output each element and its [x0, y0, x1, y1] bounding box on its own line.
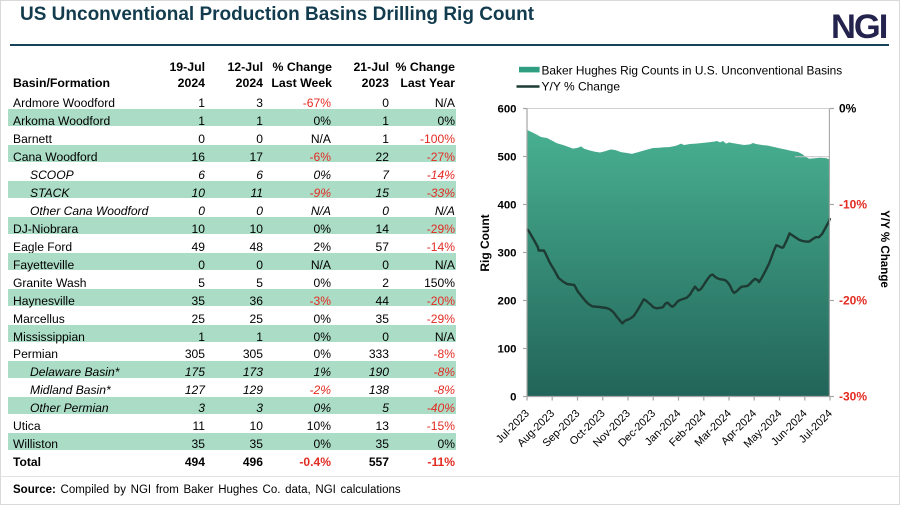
svg-text:0: 0	[510, 392, 516, 404]
svg-text:500: 500	[497, 152, 516, 164]
svg-text:400: 400	[497, 200, 516, 212]
svg-text:-10%: -10%	[839, 198, 867, 212]
svg-text:-20%: -20%	[839, 294, 867, 308]
svg-text:-30%: -30%	[839, 390, 867, 404]
svg-text:300: 300	[497, 248, 516, 260]
svg-text:Rig Count: Rig Count	[478, 214, 492, 271]
svg-text:200: 200	[497, 296, 516, 308]
svg-text:Y/Y % Change: Y/Y % Change	[542, 79, 621, 93]
svg-text:600: 600	[497, 104, 516, 116]
svg-text:100: 100	[497, 344, 516, 356]
svg-text:0%: 0%	[839, 102, 857, 116]
svg-text:Baker Hughes Rig Counts in U.S: Baker Hughes Rig Counts in U.S. Unconven…	[542, 64, 843, 78]
svg-text:Y/Y % Change: Y/Y % Change	[878, 210, 891, 288]
